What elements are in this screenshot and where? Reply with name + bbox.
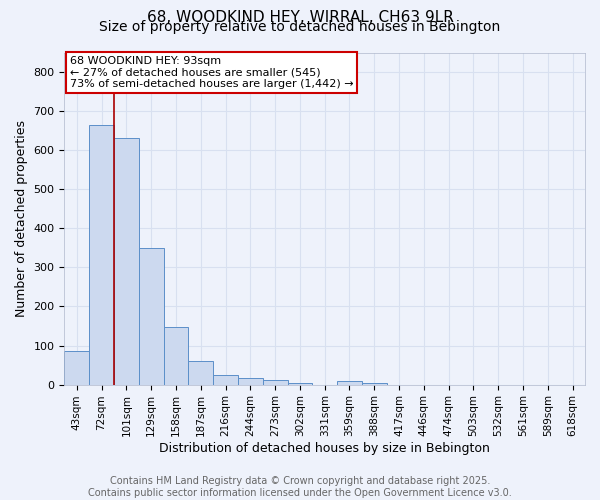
Bar [287, 382, 313, 384]
Bar [139, 248, 164, 384]
Bar [89, 125, 114, 384]
X-axis label: Distribution of detached houses by size in Bebington: Distribution of detached houses by size … [159, 442, 490, 455]
Bar [238, 378, 263, 384]
Bar [188, 361, 213, 384]
Bar [114, 138, 139, 384]
Bar [213, 375, 238, 384]
Bar [362, 382, 386, 384]
Text: 68 WOODKIND HEY: 93sqm
← 27% of detached houses are smaller (545)
73% of semi-de: 68 WOODKIND HEY: 93sqm ← 27% of detached… [70, 56, 353, 89]
Text: Contains HM Land Registry data © Crown copyright and database right 2025.
Contai: Contains HM Land Registry data © Crown c… [88, 476, 512, 498]
Text: 68, WOODKIND HEY, WIRRAL, CH63 9LR: 68, WOODKIND HEY, WIRRAL, CH63 9LR [146, 10, 454, 25]
Bar [64, 352, 89, 384]
Bar [164, 327, 188, 384]
Text: Size of property relative to detached houses in Bebington: Size of property relative to detached ho… [100, 20, 500, 34]
Bar [263, 380, 287, 384]
Bar [337, 382, 362, 384]
Y-axis label: Number of detached properties: Number of detached properties [15, 120, 28, 317]
